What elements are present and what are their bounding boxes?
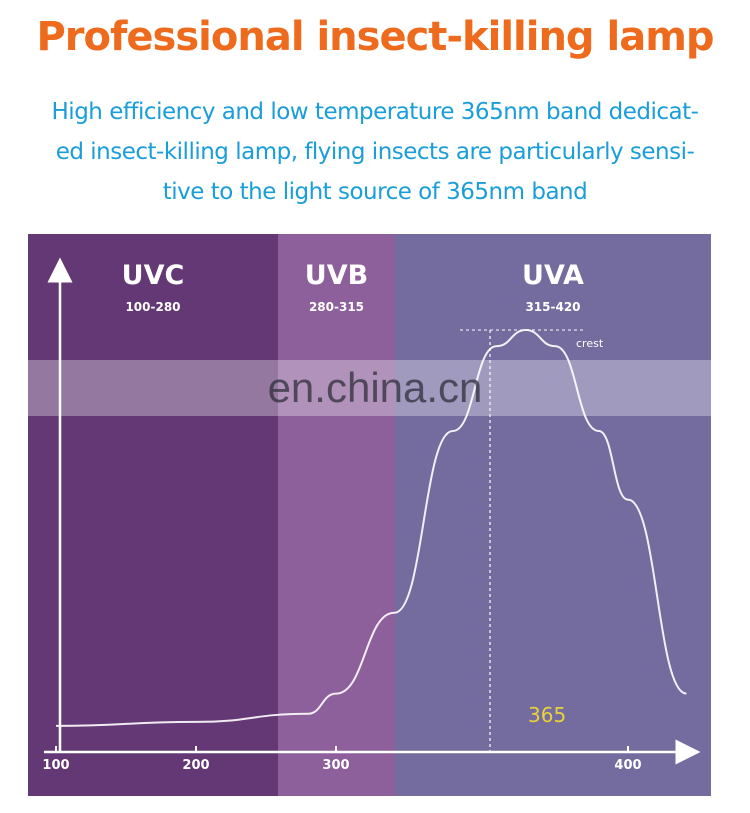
band-uvb-title: UVB xyxy=(304,260,369,291)
page-title: Professional insect-killing lamp xyxy=(36,14,714,60)
uv-spectrum-chart: UVC 100-280 UVB 280-315 UVA 315-420 100 2… xyxy=(28,234,711,796)
chart-plot: 100 200 300 400 crest 365 xyxy=(42,257,701,773)
band-uva-title: UVA xyxy=(522,260,584,291)
band-uvc-title: UVC xyxy=(121,260,185,291)
band-uvb-range: 280-315 xyxy=(308,300,365,314)
peak-label: 365 xyxy=(528,703,566,727)
subtitle-line-2: ed insect-killing lamp, flying insects a… xyxy=(55,139,695,165)
x-tick-label: 400 xyxy=(614,758,641,773)
band-uva-range: 315-420 xyxy=(525,300,581,314)
emission-curve xyxy=(55,328,687,727)
page-subtitle: High efficiency and low temperature 365n… xyxy=(10,92,740,212)
band-uvc: UVC 100-280 xyxy=(28,234,278,796)
crest-label: crest xyxy=(576,337,604,350)
watermark-text: en.china.cn xyxy=(267,364,483,411)
x-tick-label: 200 xyxy=(182,758,209,773)
watermark-band xyxy=(0,360,750,416)
band-uva: UVA 315-420 xyxy=(395,234,711,796)
subtitle-line-1: High efficiency and low temperature 365n… xyxy=(51,99,699,125)
band-uvb: UVB 280-315 xyxy=(278,234,395,796)
x-ticks: 100 200 300 400 xyxy=(42,746,642,773)
x-tick-label: 300 xyxy=(322,758,349,773)
subtitle-line-3: tive to the light source of 365nm band xyxy=(162,179,588,205)
x-tick-label: 100 xyxy=(42,758,69,773)
band-uvc-range: 100-280 xyxy=(125,300,181,314)
